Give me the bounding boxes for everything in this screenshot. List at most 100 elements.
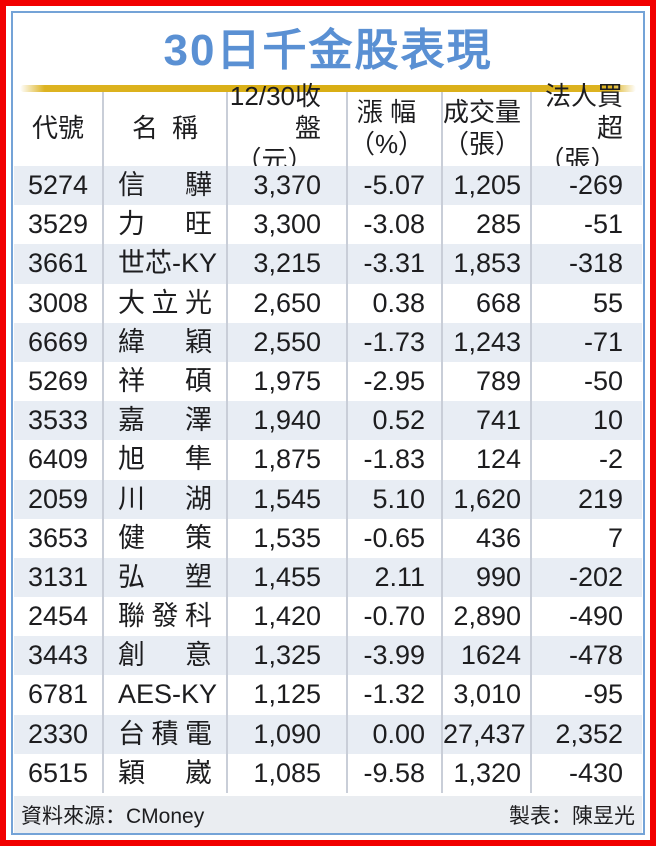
table-row: 6781 AES-KY 1,125 -1.32 3,010 -95 bbox=[14, 675, 642, 715]
table-row: 5274 信驊 3,370 -5.07 1,205 -269 bbox=[14, 166, 642, 206]
close-cell: 2,650 bbox=[228, 283, 348, 323]
volume-cell: 1,620 bbox=[443, 479, 532, 519]
name-cell: 健策 bbox=[104, 518, 228, 558]
table-row: 6669 緯穎 2,550 -1.73 1,243 -71 bbox=[14, 322, 642, 362]
name-cell: 穎崴 bbox=[104, 753, 228, 793]
code-cell: 3443 bbox=[14, 636, 104, 676]
code-cell: 3529 bbox=[14, 205, 104, 245]
volume-cell: 2,890 bbox=[443, 597, 532, 637]
header-line1: 成交量 bbox=[443, 97, 522, 128]
header-line1: 法人買超 bbox=[544, 81, 623, 144]
table-row: 6515 穎崴 1,085 -9.58 1,320 -430 bbox=[14, 753, 642, 793]
title-divider bbox=[20, 85, 636, 92]
table-row: 3533 嘉澤 1,940 0.52 741 10 bbox=[14, 401, 642, 441]
close-cell: 1,545 bbox=[228, 479, 348, 519]
change-cell: -1.73 bbox=[348, 322, 443, 362]
volume-cell: 285 bbox=[443, 205, 532, 245]
netbuy-cell: -318 bbox=[532, 244, 642, 284]
table-body: 5274 信驊 3,370 -5.07 1,205 -269 3529 力旺 3,300 -3.0… bbox=[14, 166, 642, 793]
name-cell: 川湖 bbox=[104, 479, 228, 519]
name-cell: 信驊 bbox=[104, 166, 228, 206]
name-cell: 世芯-KY bbox=[104, 244, 228, 284]
close-cell: 1,325 bbox=[228, 636, 348, 676]
netbuy-cell: -269 bbox=[532, 166, 642, 206]
table-row: 3661 世芯-KY 3,215 -3.31 1,853 -318 bbox=[14, 244, 642, 284]
name-cell: 祥碩 bbox=[104, 361, 228, 402]
close-cell: 1,535 bbox=[228, 518, 348, 558]
change-cell: 0.38 bbox=[348, 283, 443, 323]
code-cell: 2059 bbox=[14, 479, 104, 519]
name-cell: 大立光 bbox=[104, 283, 228, 323]
code-cell: 3653 bbox=[14, 518, 104, 558]
header-line2: （%） bbox=[348, 129, 425, 159]
volume-cell: 990 bbox=[443, 557, 532, 598]
change-cell: 5.10 bbox=[348, 479, 443, 519]
table-row: 3529 力旺 3,300 -3.08 285 -51 bbox=[14, 205, 642, 245]
close-cell: 1,975 bbox=[228, 361, 348, 402]
header-line1: 名稱 bbox=[132, 113, 198, 144]
page-title: 30日千金股表現 bbox=[163, 26, 493, 75]
change-cell: -3.08 bbox=[348, 205, 443, 245]
netbuy-cell: -95 bbox=[583, 679, 623, 710]
code-cell: 6409 bbox=[14, 440, 104, 480]
close-cell: 1,085 bbox=[228, 753, 348, 793]
netbuy-cell: -430 bbox=[568, 757, 623, 788]
name-cell: 力旺 bbox=[104, 205, 228, 245]
netbuy-cell: 10 bbox=[532, 401, 642, 441]
close-cell: 3,300 bbox=[228, 205, 348, 245]
netbuy-cell: -490 bbox=[568, 601, 623, 632]
change-cell: -5.07 bbox=[348, 166, 443, 206]
code-cell: 6669 bbox=[14, 322, 104, 362]
name-cell: 創意 bbox=[104, 636, 228, 676]
header-cell-close: 12/30收盤 （元） bbox=[228, 81, 348, 175]
change-cell: 0.52 bbox=[348, 401, 443, 441]
close-cell: 1,940 bbox=[228, 401, 348, 441]
close-cell: 1,455 bbox=[228, 557, 348, 598]
name-cell: 嘉澤 bbox=[104, 401, 228, 441]
volume-cell: 1,243 bbox=[443, 322, 532, 362]
header-cell-netbuy: 法人買超 （張） bbox=[532, 81, 642, 174]
netbuy-cell: -50 bbox=[583, 365, 623, 396]
header-row: 代號 名稱 12/30收盤 （元）漲 幅（%） 成交量 （張） 法人買超 （張） bbox=[14, 81, 642, 175]
table-row: 3008 大立光 2,650 0.38 668 55 bbox=[14, 283, 642, 323]
volume-cell: 436 bbox=[443, 518, 532, 558]
close-cell: 2,550 bbox=[228, 322, 348, 362]
header-cell-code: 代號 bbox=[14, 92, 104, 166]
code-cell: 6515 bbox=[14, 753, 104, 793]
table-row: 3131 弘塑 1,455 2.11 990 -202 bbox=[14, 557, 642, 598]
netbuy-cell: 219 bbox=[532, 479, 642, 519]
code-cell: 3661 bbox=[14, 244, 104, 284]
header-line1: 代號 bbox=[31, 113, 84, 144]
change-cell: -1.83 bbox=[348, 440, 443, 480]
volume-cell: 741 bbox=[443, 401, 532, 441]
table-row: 2059 川湖 1,545 5.10 1,620 219 bbox=[14, 479, 642, 519]
code-cell: 3131 bbox=[14, 557, 104, 598]
close-cell: 1,420 bbox=[228, 597, 348, 637]
change-cell: -0.65 bbox=[348, 518, 443, 558]
netbuy-cell: -202 bbox=[532, 557, 642, 598]
change-cell: -1.32 bbox=[348, 675, 443, 715]
credit-label: 製表：陳昱光 bbox=[509, 805, 635, 828]
name-cell: 旭隼 bbox=[104, 440, 228, 480]
code-cell: 2454 bbox=[14, 597, 104, 637]
inner-border: 30日千金股表現 代號 名稱 12/30收盤 （元）漲 幅（%） 成交量 （張） 法人買超（… bbox=[11, 11, 645, 835]
name-cell: 台積電 bbox=[104, 714, 228, 754]
volume-cell: 1,320 bbox=[443, 753, 532, 793]
code-cell: 5274 bbox=[14, 166, 104, 206]
name-cell: 弘塑 bbox=[104, 557, 228, 598]
close-cell: 1,090 bbox=[228, 714, 348, 754]
code-cell: 3533 bbox=[14, 401, 104, 441]
name-cell: AES-KY bbox=[104, 675, 228, 715]
netbuy-cell: -71 bbox=[532, 322, 642, 362]
volume-cell: 789 bbox=[443, 361, 532, 402]
volume-cell: 1,853 bbox=[443, 244, 532, 284]
volume-cell: 1624 bbox=[443, 636, 532, 676]
volume-cell: 124 bbox=[443, 440, 532, 480]
source-label: 資料來源：CMoney bbox=[21, 805, 205, 828]
name-cell: 聯發科 bbox=[104, 597, 228, 637]
netbuy-cell: 55 bbox=[592, 287, 623, 318]
netbuy-cell: -2 bbox=[598, 444, 623, 475]
close-cell: 3,215 bbox=[228, 244, 348, 284]
table-footer: 資料來源：CMoney 製表：陳昱光 bbox=[14, 796, 642, 833]
